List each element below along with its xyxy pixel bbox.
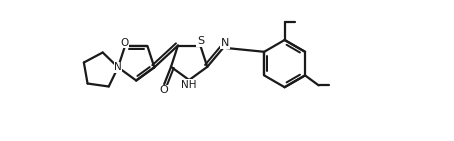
Text: NH: NH xyxy=(182,80,197,90)
Text: O: O xyxy=(120,38,128,48)
Text: S: S xyxy=(197,36,204,46)
Text: N: N xyxy=(114,62,122,72)
Text: O: O xyxy=(160,85,168,95)
Text: N: N xyxy=(221,38,229,48)
